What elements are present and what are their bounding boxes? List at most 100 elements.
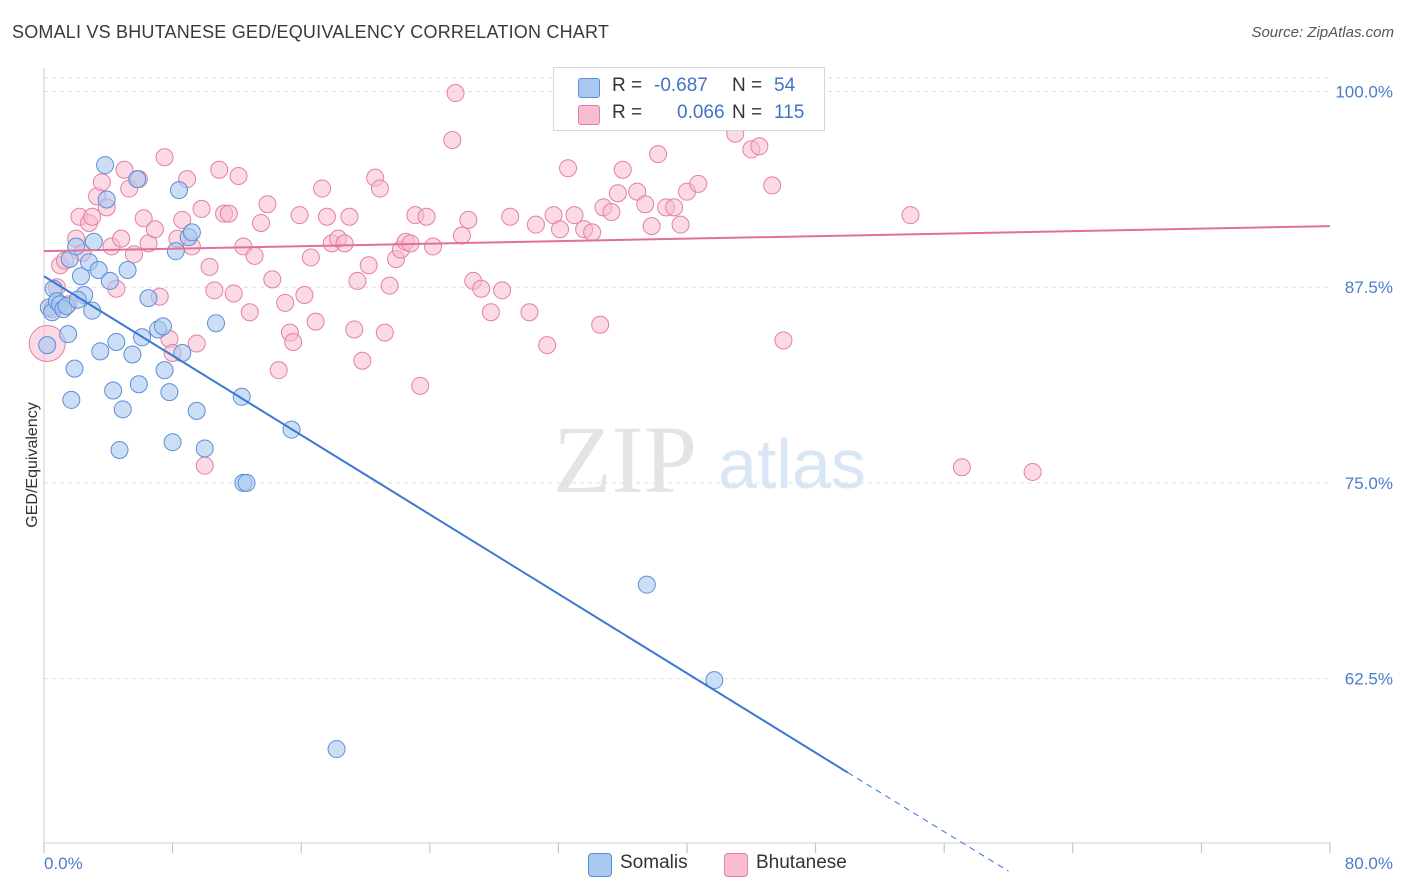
bhutanese-point xyxy=(187,334,206,353)
somalis-point xyxy=(104,381,123,400)
bhutanese-point xyxy=(317,207,336,226)
somalis-r-label: R = xyxy=(612,75,643,96)
bhutanese-point xyxy=(642,217,661,236)
bhutanese-point xyxy=(263,270,282,289)
bhutanese-point xyxy=(649,145,668,164)
bhutanese-point xyxy=(229,167,248,186)
somalis-point xyxy=(139,289,158,308)
bhutanese-point xyxy=(92,173,111,192)
somalis-point xyxy=(170,181,189,200)
x-tick-label: 80.0% xyxy=(1345,854,1393,873)
somalis-point xyxy=(65,359,84,378)
somalis-point xyxy=(163,433,182,452)
y-tick-labels: 62.5% 75.0% 87.5% 100.0% xyxy=(1335,82,1393,688)
axes xyxy=(43,68,1331,853)
somalis-point xyxy=(107,332,126,351)
bhutanese-point xyxy=(608,184,627,203)
watermark: ZIP atlas xyxy=(553,406,866,513)
bhutanese-point xyxy=(295,286,314,305)
somalis-point xyxy=(97,190,116,209)
bhutanese-point xyxy=(155,148,174,167)
somalis-point xyxy=(153,317,172,336)
somalis-points xyxy=(38,156,724,759)
x-tick-label: 0.0% xyxy=(44,854,83,873)
bhutanese-point xyxy=(359,256,378,275)
somalis-point xyxy=(155,361,174,380)
bhutanese-point xyxy=(290,206,309,225)
watermark-atlas: atlas xyxy=(718,425,866,503)
somalis-point xyxy=(62,390,81,409)
somalis-trend-extension xyxy=(847,772,1009,872)
bhutanese-point xyxy=(335,234,354,253)
watermark-zip: ZIP xyxy=(553,406,697,513)
bhutanese-point xyxy=(252,214,271,232)
bhutanese-point xyxy=(750,137,769,156)
bhutanese-point xyxy=(205,281,224,300)
bhutanese-point xyxy=(526,215,545,234)
y-axis-label: GED/Equivalency xyxy=(24,402,41,527)
somalis-point xyxy=(59,325,78,344)
somalis-point xyxy=(237,473,256,492)
chart-title: SOMALI VS BHUTANESE GED/EQUIVALENCY CORR… xyxy=(12,22,610,42)
source-label: Source: ZipAtlas.com xyxy=(1251,24,1394,41)
bhutanese-point xyxy=(551,220,570,239)
bhutanese-point xyxy=(763,176,782,195)
bottom-somalis-swatch xyxy=(588,853,612,877)
bhutanese-swatch xyxy=(578,105,600,125)
bhutanese-point xyxy=(481,303,500,322)
somalis-point xyxy=(637,575,656,594)
bhutanese-point xyxy=(493,281,512,300)
bhutanese-point xyxy=(115,160,134,179)
bhutanese-n-value: 115 xyxy=(774,102,805,123)
somalis-point xyxy=(89,260,108,279)
x-tick-labels: 0.0% 80.0% xyxy=(44,854,1393,873)
somalis-point xyxy=(195,439,214,458)
bhutanese-trend-line xyxy=(43,225,1331,253)
bhutanese-point xyxy=(306,312,325,331)
somalis-n-value: 54 xyxy=(774,75,796,96)
bhutanese-point xyxy=(591,315,610,334)
bhutanese-point xyxy=(417,207,436,226)
bhutanese-point xyxy=(258,195,277,214)
bhutanese-point xyxy=(219,204,238,223)
bhutanese-point xyxy=(952,458,971,477)
somalis-point xyxy=(207,314,226,333)
bottom-bhutanese-swatch xyxy=(724,853,748,877)
y-tick-label: 75.0% xyxy=(1345,474,1393,493)
bhutanese-point xyxy=(134,209,153,228)
somalis-point xyxy=(123,345,142,364)
bhutanese-point xyxy=(689,174,708,193)
somalis-point xyxy=(67,237,86,256)
bhutanese-point xyxy=(613,160,632,179)
bottom-somalis-label: Somalis xyxy=(620,852,688,873)
bhutanese-point xyxy=(1023,462,1042,481)
bhutanese-point xyxy=(565,206,584,225)
y-tick-label: 87.5% xyxy=(1345,278,1393,297)
bhutanese-point xyxy=(375,323,394,342)
bhutanese-point xyxy=(345,320,364,339)
somalis-point xyxy=(84,232,103,251)
somalis-point xyxy=(166,242,185,261)
bhutanese-point xyxy=(443,131,462,150)
somalis-point xyxy=(110,441,129,460)
bhutanese-point xyxy=(774,331,793,350)
bottom-bhutanese-label: Bhutanese xyxy=(756,852,847,873)
bhutanese-r-label: R = xyxy=(612,102,643,123)
bhutanese-point xyxy=(192,199,211,218)
bhutanese-point xyxy=(348,271,367,290)
bhutanese-point xyxy=(901,206,920,225)
bhutanese-point xyxy=(112,229,131,248)
bhutanese-point xyxy=(284,332,303,351)
somalis-point xyxy=(187,401,206,420)
bhutanese-point xyxy=(301,248,320,267)
bhutanese-point xyxy=(145,220,164,239)
bhutanese-point xyxy=(245,246,264,265)
bhutanese-point xyxy=(501,207,520,226)
somalis-point xyxy=(96,156,115,175)
somalis-point xyxy=(160,383,179,402)
bhutanese-point xyxy=(340,207,359,226)
somalis-r-value: -0.687 xyxy=(654,75,708,96)
bhutanese-point xyxy=(472,279,491,298)
bhutanese-point xyxy=(636,195,655,214)
